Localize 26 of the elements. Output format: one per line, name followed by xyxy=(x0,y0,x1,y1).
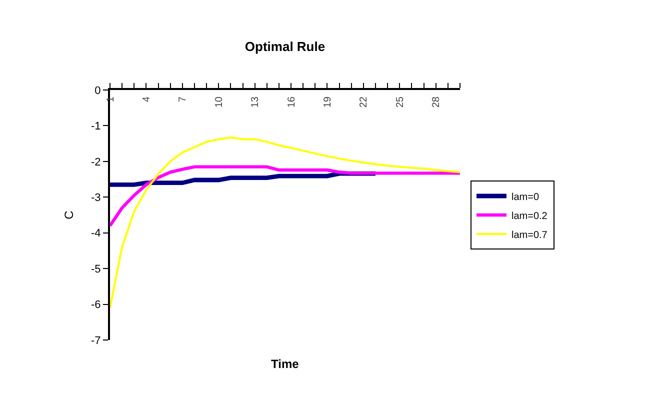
x-tick-label: 28 xyxy=(431,96,442,108)
legend-label: lam=0.7 xyxy=(512,230,548,241)
chart-title: Optimal Rule xyxy=(244,39,326,54)
y-tick-label: -7 xyxy=(91,334,101,347)
x-tick-label: 10 xyxy=(214,96,225,108)
x-tick-label: 19 xyxy=(322,96,334,108)
y-tick-label: -1 xyxy=(91,120,101,133)
x-tick-label: 16 xyxy=(286,96,298,108)
y-tick-label: -4 xyxy=(91,228,101,240)
line-series xyxy=(110,136,460,309)
x-tick-label: 1 xyxy=(105,96,116,102)
line-series xyxy=(110,165,460,228)
y-tick-label: 0 xyxy=(94,84,101,97)
x-tick-label: 7 xyxy=(178,96,189,102)
y-tick-label: -3 xyxy=(91,192,101,204)
y-tick-label: -5 xyxy=(91,263,101,276)
legend-label: lam=0 xyxy=(512,192,540,203)
x-tick-label: 4 xyxy=(141,96,152,102)
legend-label: lam=0.2 xyxy=(512,210,548,222)
x-axis-title: Time xyxy=(271,357,300,371)
x-tick-label: 25 xyxy=(394,96,406,108)
x-tick-label: 13 xyxy=(250,96,262,108)
y-axis-title: C xyxy=(62,210,76,220)
y-tick-label: -2 xyxy=(91,156,101,168)
x-tick-label: 22 xyxy=(358,96,370,108)
y-tick-label: -6 xyxy=(91,299,101,312)
